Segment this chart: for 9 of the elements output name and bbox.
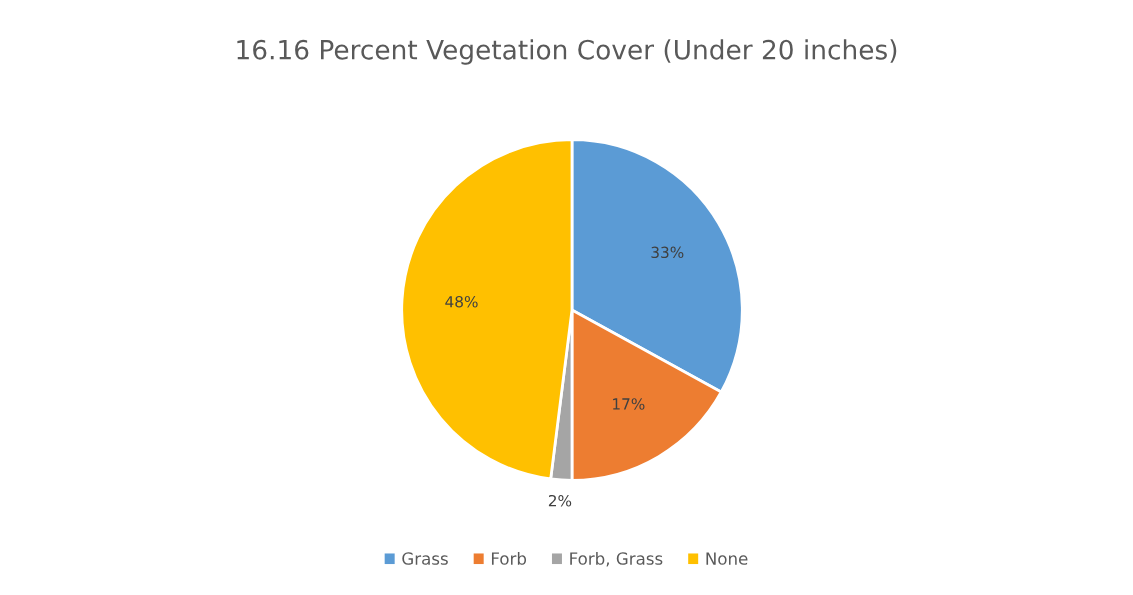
data-label: 33% [651,246,684,259]
data-label: 17% [613,398,645,410]
legend-label: Forb, Grass [570,551,663,567]
data-label: 48% [445,295,478,308]
data-label: 2% [548,494,572,507]
legend-label: Grass [402,552,448,565]
chart-title: 16.16 Percent Vegetation Cover (Under 20 inches) [237,39,897,65]
legend-label: None [706,552,748,565]
legend-label: Forb [491,551,527,565]
